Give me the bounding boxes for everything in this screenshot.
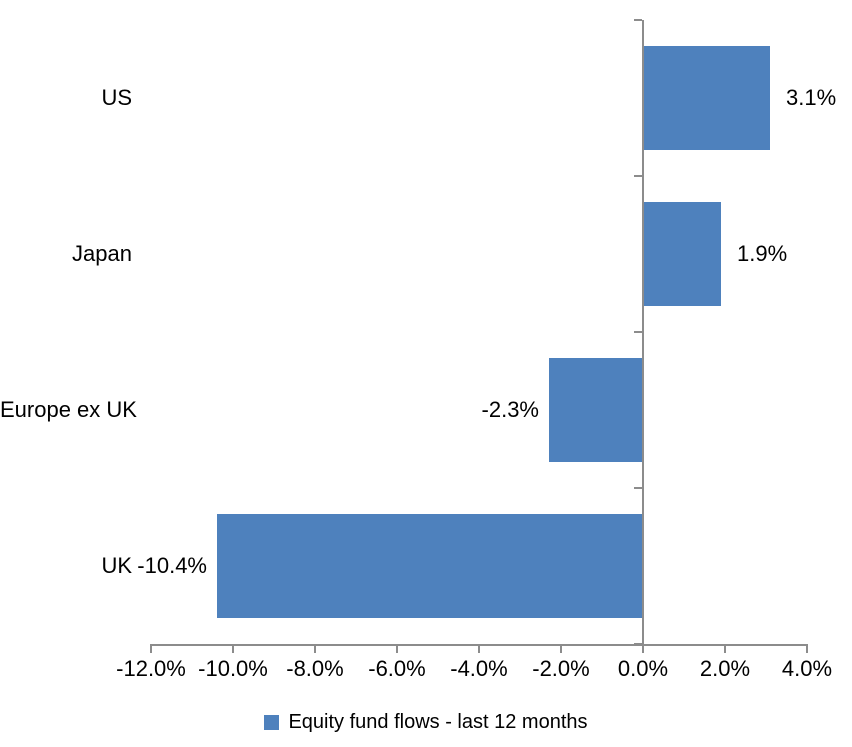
category-boundary-tick bbox=[634, 487, 642, 489]
x-axis-tick bbox=[150, 644, 152, 653]
bar-us bbox=[643, 46, 770, 150]
category-label-uk: UK bbox=[101, 553, 132, 578]
x-tick-label-neg4: -4.0% bbox=[450, 656, 508, 681]
legend-series-label: Equity fund flows - last 12 months bbox=[288, 711, 588, 733]
legend-color-swatch bbox=[264, 715, 280, 730]
x-tick-label-2: 2.0% bbox=[699, 656, 751, 681]
x-axis-tick bbox=[396, 644, 398, 653]
x-tick-label-neg8: -8.0% bbox=[286, 656, 344, 681]
x-axis-tick bbox=[478, 644, 480, 653]
bar-europe-ex-uk bbox=[549, 358, 643, 462]
x-tick-label-neg10: -10.0% bbox=[198, 656, 268, 681]
chart-legend: Equity fund flows - last 12 months bbox=[0, 706, 852, 738]
bar-japan bbox=[643, 202, 721, 306]
value-label-us: 3.1% bbox=[786, 85, 837, 110]
category-label-us: US bbox=[101, 85, 132, 110]
category-boundary-tick bbox=[634, 331, 642, 333]
category-label-europe-ex-uk: Europe ex UK bbox=[0, 397, 137, 422]
zero-axis-line bbox=[642, 20, 644, 644]
x-axis-tick bbox=[314, 644, 316, 653]
x-tick-label-4: 4.0% bbox=[781, 656, 833, 681]
category-boundary-tick bbox=[634, 19, 642, 21]
category-label-japan: Japan bbox=[72, 241, 132, 266]
x-tick-label-neg6: -6.0% bbox=[368, 656, 426, 681]
x-axis-tick bbox=[806, 644, 808, 653]
x-axis-tick bbox=[642, 644, 644, 653]
x-axis-tick bbox=[560, 644, 562, 653]
bar-uk bbox=[217, 514, 643, 618]
value-label-japan: 1.9% bbox=[737, 241, 788, 266]
x-axis-tick bbox=[232, 644, 234, 653]
category-boundary-tick bbox=[634, 175, 642, 177]
value-label-europe-ex-uk: -2.3% bbox=[481, 397, 539, 422]
x-axis-tick bbox=[724, 644, 726, 653]
x-tick-label-neg2: -2.0% bbox=[532, 656, 590, 681]
x-tick-label-neg12: -12.0% bbox=[116, 656, 186, 681]
value-label-uk: -10.4% bbox=[137, 553, 207, 578]
x-tick-label-0: 0.0% bbox=[617, 656, 669, 681]
